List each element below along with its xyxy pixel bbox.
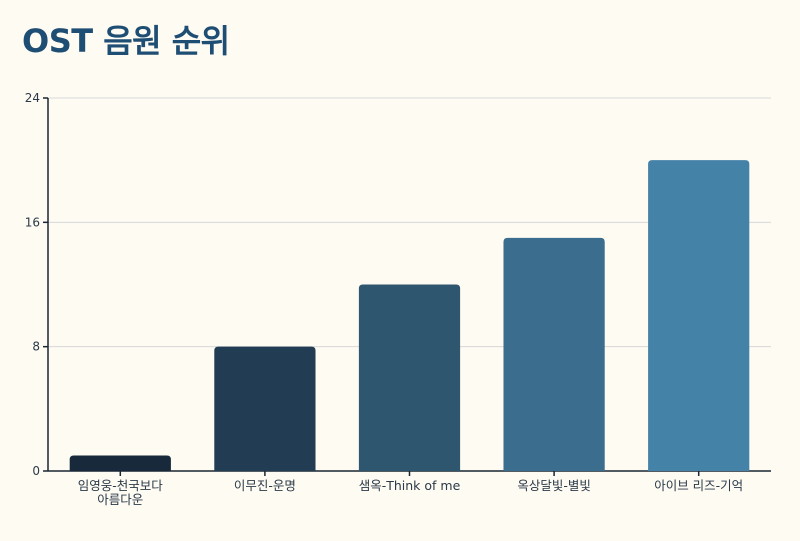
- bar: [69, 455, 171, 471]
- x-tick-label: 이무진-운명: [234, 478, 296, 493]
- x-tick-label: 샘옥-Think of me: [359, 478, 461, 493]
- bar: [358, 284, 461, 471]
- x-tick-label: 아이브 리즈-기억: [654, 478, 743, 493]
- y-tick-label: 24: [25, 91, 40, 105]
- bar: [503, 237, 605, 471]
- x-tick-label: 옥상달빛-별빛: [517, 478, 591, 493]
- y-tick-label: 16: [25, 215, 40, 229]
- y-tick-label: 8: [32, 340, 40, 354]
- chart-title: OST 음원 순위: [22, 22, 230, 60]
- y-tick-label: 0: [32, 464, 40, 478]
- bar: [648, 160, 750, 471]
- x-tick-label: 아름다운: [97, 492, 143, 507]
- bar: [214, 346, 316, 471]
- x-tick-label: 임영웅-천국보다: [78, 478, 164, 493]
